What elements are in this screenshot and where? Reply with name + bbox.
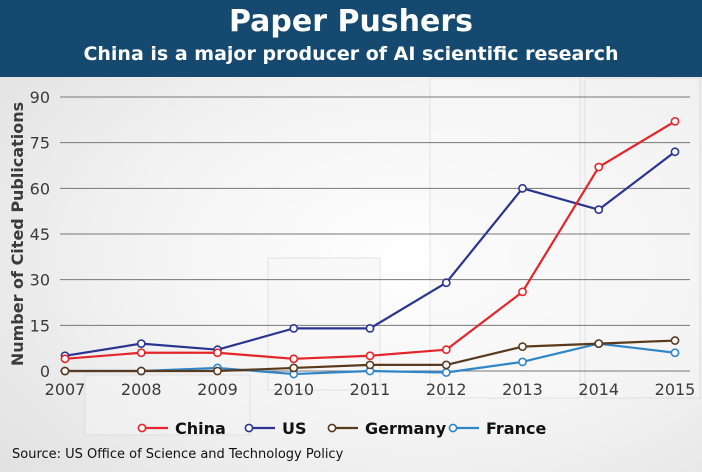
china-point xyxy=(136,348,146,358)
y-tick-label: 60 xyxy=(30,179,50,198)
china-point xyxy=(670,116,680,126)
chart-subtitle: China is a major producer of AI scientif… xyxy=(83,43,619,65)
china-point xyxy=(213,348,222,358)
y-tick-label: 45 xyxy=(30,225,50,244)
germany-point xyxy=(136,366,146,376)
x-tick-label: 2011 xyxy=(350,380,391,399)
us-point xyxy=(518,183,527,193)
legend-marker xyxy=(244,423,254,433)
x-tick-label: 2007 xyxy=(45,380,86,399)
title-banner: Paper Pushers China is a major producer … xyxy=(0,0,702,77)
legend-label: China xyxy=(175,419,226,438)
y-tick-label: 90 xyxy=(30,88,50,107)
china-point xyxy=(289,354,299,364)
us-point xyxy=(136,339,146,348)
us-point xyxy=(670,147,680,157)
legend-marker xyxy=(448,423,458,433)
source-note: Source: US Office of Science and Technol… xyxy=(12,447,344,462)
x-tick-label: 2008 xyxy=(121,380,162,399)
y-tick-label: 15 xyxy=(30,316,50,335)
germany-point xyxy=(213,366,222,376)
chart-title: Paper Pushers xyxy=(228,4,474,39)
x-tick-label: 2009 xyxy=(197,380,238,399)
legend-item-china: China xyxy=(137,419,226,438)
france-point xyxy=(518,357,527,367)
y-tick-labels: 0 15 30 45 60 75 90 xyxy=(30,88,50,381)
x-tick-label: 2013 xyxy=(502,380,543,399)
legend-item-germany: Germany xyxy=(327,419,447,438)
data-series xyxy=(60,116,680,379)
paper-stacks-background xyxy=(84,77,701,436)
germany-point xyxy=(289,363,299,373)
germany-point xyxy=(60,366,70,376)
legend-marker xyxy=(327,423,337,433)
legend: China US Germany France xyxy=(137,419,546,438)
x-tick-label: 2010 xyxy=(273,380,314,399)
series-china xyxy=(60,116,680,364)
x-tick-labels: 2007 2008 2009 2010 2011 2012 2013 2014 2015 xyxy=(45,380,696,399)
us-point xyxy=(289,323,299,333)
us-point xyxy=(594,205,604,215)
china-point xyxy=(518,287,527,297)
legend-label: France xyxy=(486,419,546,438)
y-axis-label: Number of Cited Publications xyxy=(8,102,27,366)
us-point xyxy=(365,323,375,333)
legend-item-us: US xyxy=(244,419,307,438)
china-point xyxy=(441,345,451,355)
germany-point xyxy=(365,360,375,370)
china-point xyxy=(594,162,604,172)
y-tick-label: 75 xyxy=(30,134,50,153)
germany-point xyxy=(594,339,604,348)
x-tick-label: 2012 xyxy=(426,380,467,399)
france-point xyxy=(441,368,451,377)
france-point xyxy=(670,348,680,358)
legend-label: Germany xyxy=(365,419,447,438)
us-point xyxy=(441,278,451,288)
legend-label: US xyxy=(282,419,307,438)
y-tick-label: 30 xyxy=(30,271,50,290)
germany-point xyxy=(441,360,451,370)
legend-item-france: France xyxy=(448,419,546,438)
germany-point xyxy=(518,342,527,352)
y-tick-label: 0 xyxy=(40,362,50,381)
legend-marker xyxy=(137,423,147,433)
china-point xyxy=(60,354,70,364)
germany-point xyxy=(670,336,680,345)
x-tick-label: 2014 xyxy=(578,380,619,399)
china-point xyxy=(365,351,375,361)
x-tick-label: 2015 xyxy=(655,380,696,399)
series-germany xyxy=(60,336,680,376)
